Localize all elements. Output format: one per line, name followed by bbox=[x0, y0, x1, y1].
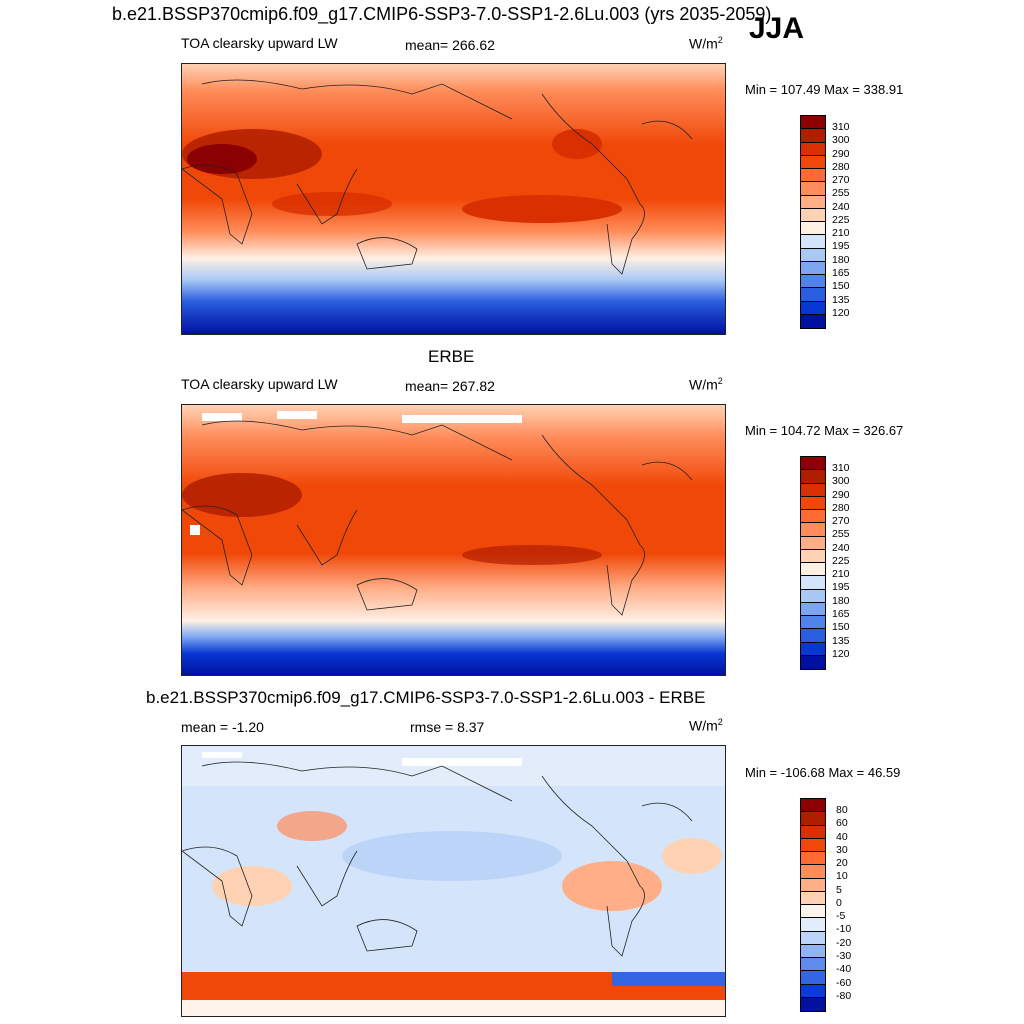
colorbar-tick: 30 bbox=[836, 843, 848, 856]
colorbar-tick: 195 bbox=[832, 240, 850, 253]
colorbar-tick: 310 bbox=[832, 462, 850, 474]
colorbar-tick: 240 bbox=[832, 541, 850, 554]
colorbar-tick: 290 bbox=[832, 488, 850, 501]
colorbar-tick: 240 bbox=[832, 200, 850, 213]
colorbar-tick: 210 bbox=[832, 227, 850, 240]
panel1-colorbar bbox=[800, 115, 826, 330]
colorbar-tick: 10 bbox=[836, 870, 848, 883]
panel3-colorbar bbox=[800, 798, 826, 1013]
colorbar-tick: -30 bbox=[836, 949, 852, 962]
colorbar-tick: 165 bbox=[832, 266, 850, 279]
panel1-map bbox=[181, 63, 726, 335]
colorbar-tick: 300 bbox=[832, 475, 850, 488]
colorbar-tick: 5 bbox=[836, 883, 842, 896]
colorbar-tick: 150 bbox=[832, 280, 850, 293]
colorbar-tick: 300 bbox=[832, 134, 850, 147]
colorbar-tick: 310 bbox=[832, 121, 850, 133]
season-label: JJA bbox=[749, 12, 805, 45]
panel3-units: W/m2 bbox=[689, 717, 723, 734]
colorbar-tick: 225 bbox=[832, 554, 850, 567]
colorbar-tick: -80 bbox=[836, 989, 852, 1002]
colorbar-tick: 60 bbox=[836, 817, 848, 830]
panel3-rmse: rmse = 8.37 bbox=[410, 719, 485, 735]
panel3-mean: mean = -1.20 bbox=[181, 719, 264, 735]
colorbar-tick: 290 bbox=[832, 147, 850, 160]
colorbar-tick: -5 bbox=[836, 910, 846, 923]
colorbar-tick: 20 bbox=[836, 857, 848, 870]
colorbar-tick: 180 bbox=[832, 253, 850, 266]
colorbar-tick: -60 bbox=[836, 976, 852, 989]
colorbar-tick: 225 bbox=[832, 213, 850, 226]
colorbar-tick: 40 bbox=[836, 830, 848, 843]
colorbar-tick: 255 bbox=[832, 187, 850, 200]
panel1-mean: mean= 266.62 bbox=[405, 37, 495, 53]
panel3-map bbox=[181, 745, 726, 1017]
panel2-map bbox=[181, 404, 726, 676]
colorbar-tick: 270 bbox=[832, 515, 850, 528]
panel3-minmax: Min = -106.68 Max = 46.59 bbox=[745, 765, 901, 780]
colorbar-tick: -40 bbox=[836, 963, 852, 976]
colorbar-tick: 280 bbox=[832, 160, 850, 173]
colorbar-tick: 210 bbox=[832, 568, 850, 581]
colorbar-tick: 135 bbox=[832, 634, 850, 647]
colorbar-tick: 0 bbox=[836, 896, 842, 909]
colorbar-tick: -10 bbox=[836, 923, 852, 936]
colorbar-tick: 280 bbox=[832, 501, 850, 514]
panel2-title: ERBE bbox=[428, 347, 475, 366]
colorbar-tick: -20 bbox=[836, 936, 852, 949]
panel2-mean: mean= 267.82 bbox=[405, 378, 495, 394]
panel1-minmax: Min = 107.49 Max = 338.91 bbox=[745, 82, 904, 97]
panel2-units: W/m2 bbox=[689, 376, 723, 393]
panel1-units: W/m2 bbox=[689, 35, 723, 52]
figure-title: b.e21.BSSP370cmip6.f09_g17.CMIP6-SSP3-7.… bbox=[112, 4, 772, 24]
panel2-minmax: Min = 104.72 Max = 326.67 bbox=[745, 423, 904, 438]
colorbar-tick: 135 bbox=[832, 293, 850, 306]
panel1-field-label: TOA clearsky upward LW bbox=[181, 35, 338, 51]
colorbar-tick: 120 bbox=[832, 306, 850, 319]
colorbar-tick: 80 bbox=[836, 804, 848, 816]
colorbar-tick: 270 bbox=[832, 174, 850, 187]
panel3-title: b.e21.BSSP370cmip6.f09_g17.CMIP6-SSP3-7.… bbox=[146, 688, 706, 707]
colorbar-tick: 120 bbox=[832, 647, 850, 660]
panel2-field-label: TOA clearsky upward LW bbox=[181, 376, 338, 392]
colorbar-tick: 150 bbox=[832, 621, 850, 634]
colorbar-tick: 180 bbox=[832, 594, 850, 607]
colorbar-tick: 255 bbox=[832, 528, 850, 541]
colorbar-tick: 165 bbox=[832, 607, 850, 620]
colorbar-tick: 195 bbox=[832, 581, 850, 594]
panel2-colorbar bbox=[800, 456, 826, 671]
